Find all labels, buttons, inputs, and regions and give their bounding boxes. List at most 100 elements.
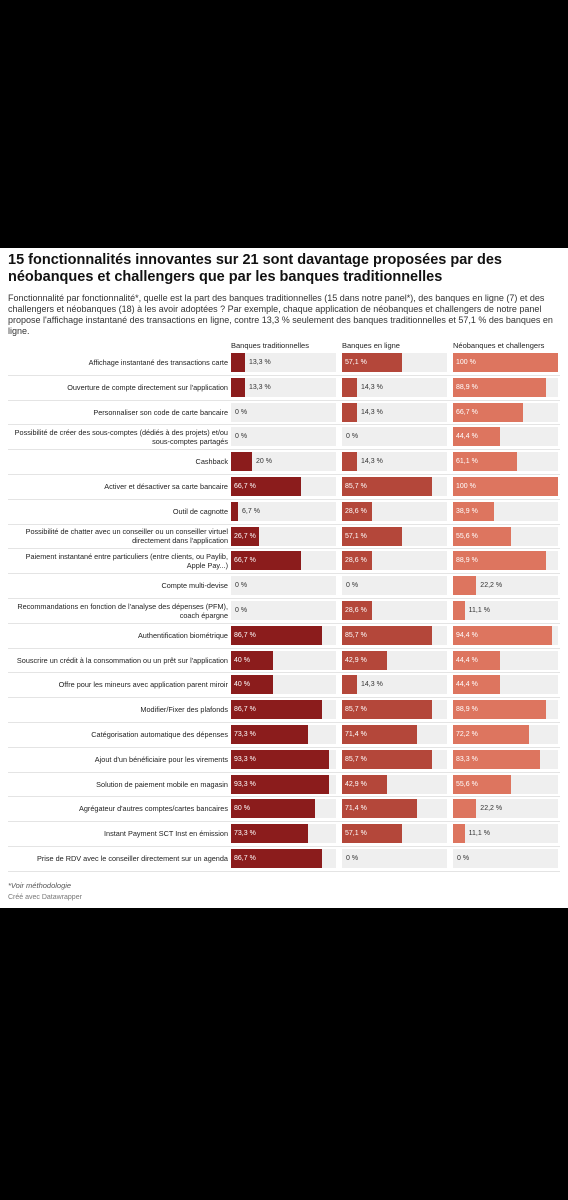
value-label: 85,7 % xyxy=(345,631,367,639)
category-label: Possibilité de créer des sous-comptes (d… xyxy=(14,427,228,446)
value-label: 88,9 % xyxy=(456,383,478,391)
row-divider xyxy=(8,722,560,723)
category-label: Offre pour les mineurs avec application … xyxy=(58,680,228,690)
value-label: 0 % xyxy=(457,855,470,862)
row-divider xyxy=(8,374,560,376)
value-label: 11,1 % xyxy=(468,607,490,614)
value-label: 28,6 % xyxy=(345,507,367,515)
value-label: 38,9 % xyxy=(456,507,478,515)
bar-track xyxy=(342,402,447,422)
bar-track xyxy=(453,576,558,596)
value-label: 71,4 % xyxy=(345,731,367,738)
row-divider xyxy=(8,672,560,674)
bar xyxy=(453,799,477,819)
value-label: 28,6 % xyxy=(345,607,367,614)
category-label: Compte multi-devise xyxy=(161,581,228,591)
bar xyxy=(231,700,323,720)
row-divider xyxy=(8,846,560,847)
value-label: 86,7 % xyxy=(234,706,256,714)
bar xyxy=(342,551,373,571)
value-label: 93,3 % xyxy=(234,780,256,788)
bar xyxy=(342,377,357,397)
bar xyxy=(231,526,260,546)
bar xyxy=(342,477,432,496)
bar xyxy=(342,650,388,670)
value-label: 85,7 % xyxy=(345,483,367,490)
bar-track xyxy=(231,427,336,447)
category-label: Recommandations en fonction de l'analyse… xyxy=(17,601,228,620)
bar xyxy=(342,402,357,422)
bar xyxy=(231,501,239,521)
bar-track xyxy=(342,675,447,695)
bar xyxy=(453,725,529,744)
value-label: 88,9 % xyxy=(456,706,478,714)
value-label: 86,7 % xyxy=(234,631,256,639)
value-label: 22,2 % xyxy=(480,805,503,813)
row-divider xyxy=(8,598,560,599)
row-divider xyxy=(8,424,560,426)
value-label: 11,1 % xyxy=(468,830,490,838)
bar xyxy=(342,799,417,819)
category-label: Authentification biométrique xyxy=(137,630,228,640)
value-label: 14,3 % xyxy=(361,383,383,391)
category-label: Activer et désactiver sa carte bancaire xyxy=(104,482,228,491)
bar xyxy=(231,824,308,844)
bar-track xyxy=(453,849,558,868)
bar-track xyxy=(342,427,447,447)
category-label: Souscrire un crédit à la consommation ou… xyxy=(16,655,228,665)
bar xyxy=(453,551,547,571)
bar xyxy=(231,849,323,868)
bar xyxy=(453,452,518,472)
bar xyxy=(231,353,245,372)
value-label: 14,3 % xyxy=(361,681,383,689)
value-label: 66,7 % xyxy=(234,483,256,490)
value-label: 13,3 % xyxy=(248,383,271,391)
value-label: 57,1 % xyxy=(345,359,367,366)
value-label: 0 % xyxy=(235,433,248,441)
category-label: Ouverture de compte directement sur l'ap… xyxy=(67,382,228,392)
bar-track xyxy=(231,576,336,596)
category-label: Personnaliser son code de carte bancaire xyxy=(93,407,228,417)
bar xyxy=(453,526,512,546)
column-header: Banques en ligne xyxy=(342,341,400,350)
value-label: 42,9 % xyxy=(345,656,367,664)
bar-track xyxy=(453,799,558,819)
bar xyxy=(231,799,315,819)
note: *Voir méthodologie xyxy=(8,881,72,890)
bar-track xyxy=(231,402,336,422)
category-label: Ajout d'un bénéficiaire pour les viremen… xyxy=(94,754,228,764)
row-divider xyxy=(8,796,560,798)
bar-track xyxy=(231,601,336,620)
bar xyxy=(342,526,402,546)
row-divider xyxy=(8,399,560,401)
row-divider xyxy=(8,647,560,649)
value-label: 26,7 % xyxy=(234,532,256,540)
value-label: 0 % xyxy=(346,582,359,590)
bar xyxy=(453,601,465,620)
row-divider xyxy=(8,573,560,575)
bar xyxy=(342,625,432,645)
bar xyxy=(453,427,500,447)
bar xyxy=(342,824,402,844)
bar xyxy=(342,774,388,794)
row-divider xyxy=(8,622,560,624)
row-divider xyxy=(8,548,560,550)
bar xyxy=(342,749,432,769)
bar xyxy=(231,675,273,695)
bar xyxy=(453,675,500,695)
row-divider xyxy=(8,746,560,748)
value-label: 83,3 % xyxy=(456,755,478,763)
value-label: 85,7 % xyxy=(345,755,367,763)
bar xyxy=(453,402,524,422)
bar xyxy=(231,551,302,571)
bar-track xyxy=(453,601,558,620)
value-label: 40 % xyxy=(234,656,250,664)
value-label: 40 % xyxy=(234,681,250,689)
bar-track xyxy=(231,353,336,372)
value-label: 85,7 % xyxy=(345,706,367,714)
bar xyxy=(231,749,329,769)
bar-track xyxy=(231,377,336,397)
credit: Créé avec Datawrapper xyxy=(8,894,82,901)
row-divider xyxy=(8,449,560,451)
